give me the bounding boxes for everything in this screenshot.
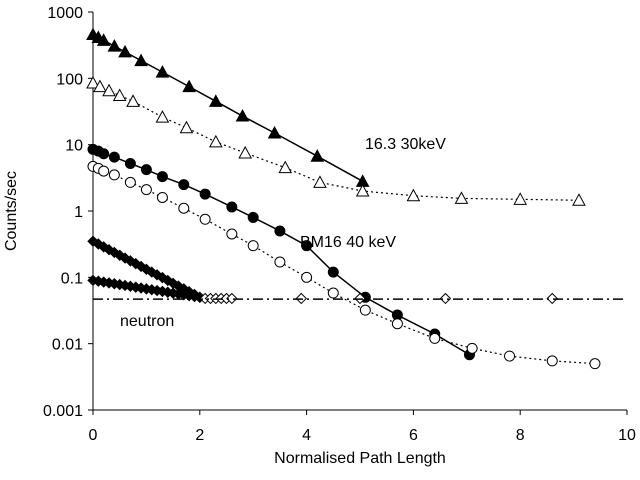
y-tick-label: 10 [65,138,83,155]
x-tick-label: 6 [409,427,418,444]
data-point [151,269,163,281]
annotation: 16.3 30keV [365,136,446,153]
data-point [267,125,282,139]
data-point [429,332,441,344]
data-point [86,75,100,89]
x-tick-label: 10 [618,427,636,444]
data-point [199,213,211,225]
data-point [93,79,107,93]
data-point [199,188,211,200]
series-line [92,82,579,201]
data-point [92,238,105,250]
data-point [182,79,196,93]
data-point [247,211,259,223]
data-point [310,149,325,162]
data-point [179,120,194,134]
data-point [155,110,170,123]
data-point [107,39,122,52]
data-point [513,192,528,205]
data-point [130,257,142,270]
data-point [359,304,371,316]
data-point [108,169,120,181]
data-point [155,65,170,78]
y-tick-label: 1000 [47,5,83,22]
annotation: neutron [120,313,174,330]
data-point [140,184,152,196]
x-tick-label: 2 [195,427,204,444]
data-point [112,88,127,102]
data-point [274,256,286,268]
data-point [140,164,152,176]
data-point [162,274,174,287]
y-tick-label: 100 [56,71,83,88]
data-point [247,240,259,252]
data-point [589,358,601,370]
data-point [108,151,120,163]
x-tick-label: 8 [516,427,525,444]
data-point [235,109,250,122]
data-point [146,266,158,278]
data-point [327,287,339,299]
x-tick-label: 0 [89,427,98,444]
data-point [406,188,421,202]
annotation: BM16 40 keV [300,234,396,251]
data-point [124,158,136,170]
data-point [178,179,190,191]
data-point [226,201,238,213]
data-point [313,175,327,188]
data-point [124,176,136,188]
y-tick-label: 0.1 [61,270,83,287]
data-point [226,228,238,240]
data-point [439,292,452,305]
y-tick-label: 0.01 [52,337,83,354]
data-point [355,183,370,197]
data-point [156,191,168,203]
data-point [572,193,586,206]
data-point [208,94,223,107]
data-point [98,148,110,160]
y-axis-label: Counts/sec [3,171,20,251]
data-point [327,266,339,278]
y-tick-label: 1 [74,204,83,221]
data-point [301,240,313,252]
data-point [278,160,293,174]
data-point [134,53,148,67]
data-point [391,318,403,330]
x-axis-label: Normalised Path Length [274,450,446,467]
data-point [178,202,190,214]
data-point [156,171,168,183]
data-point [208,134,223,148]
data-point [546,355,558,367]
x-tick-label: 4 [302,427,311,444]
data-point [156,271,169,284]
data-point [98,165,110,177]
data-point [504,350,516,362]
y-tick-label: 0.001 [43,403,83,420]
data-point [546,292,558,305]
data-point [454,191,469,204]
data-point [96,33,111,46]
data-point [226,292,238,305]
data-point [102,83,116,97]
data-point [238,145,253,159]
data-point [113,249,126,261]
data-point [126,94,140,107]
data-point [274,225,286,237]
data-point [466,342,478,354]
data-point [301,271,313,283]
data-point [118,44,132,58]
